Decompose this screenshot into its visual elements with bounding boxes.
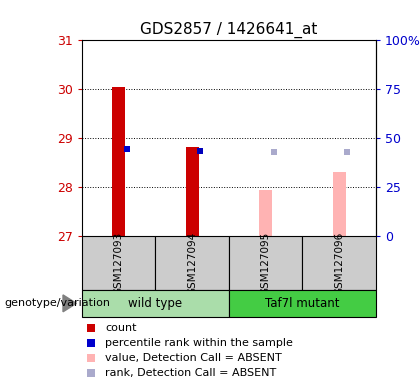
Bar <box>155 236 229 290</box>
Bar <box>333 172 346 236</box>
Text: genotype/variation: genotype/variation <box>4 298 110 308</box>
Bar <box>229 290 376 317</box>
Bar <box>229 236 302 290</box>
Text: GSM127094: GSM127094 <box>187 232 197 295</box>
Bar <box>259 190 272 236</box>
Point <box>270 149 277 155</box>
Text: rank, Detection Call = ABSENT: rank, Detection Call = ABSENT <box>105 368 277 378</box>
Text: value, Detection Call = ABSENT: value, Detection Call = ABSENT <box>105 353 282 363</box>
Text: GSM127095: GSM127095 <box>261 232 270 295</box>
Bar <box>82 236 155 290</box>
Title: GDS2857 / 1426641_at: GDS2857 / 1426641_at <box>140 22 318 38</box>
Bar <box>186 147 199 236</box>
Bar <box>82 290 229 317</box>
Point <box>87 370 94 376</box>
Bar <box>302 236 376 290</box>
Text: Taf7l mutant: Taf7l mutant <box>265 297 340 310</box>
Point <box>87 325 94 331</box>
Text: percentile rank within the sample: percentile rank within the sample <box>105 338 293 348</box>
Text: count: count <box>105 323 137 333</box>
Point <box>344 149 350 155</box>
Point <box>87 355 94 361</box>
Bar <box>112 87 125 236</box>
Text: wild type: wild type <box>129 297 182 310</box>
Point <box>87 340 94 346</box>
Point <box>197 148 203 154</box>
Text: GSM127093: GSM127093 <box>114 232 123 295</box>
Text: GSM127096: GSM127096 <box>334 232 344 295</box>
Point <box>123 146 130 152</box>
